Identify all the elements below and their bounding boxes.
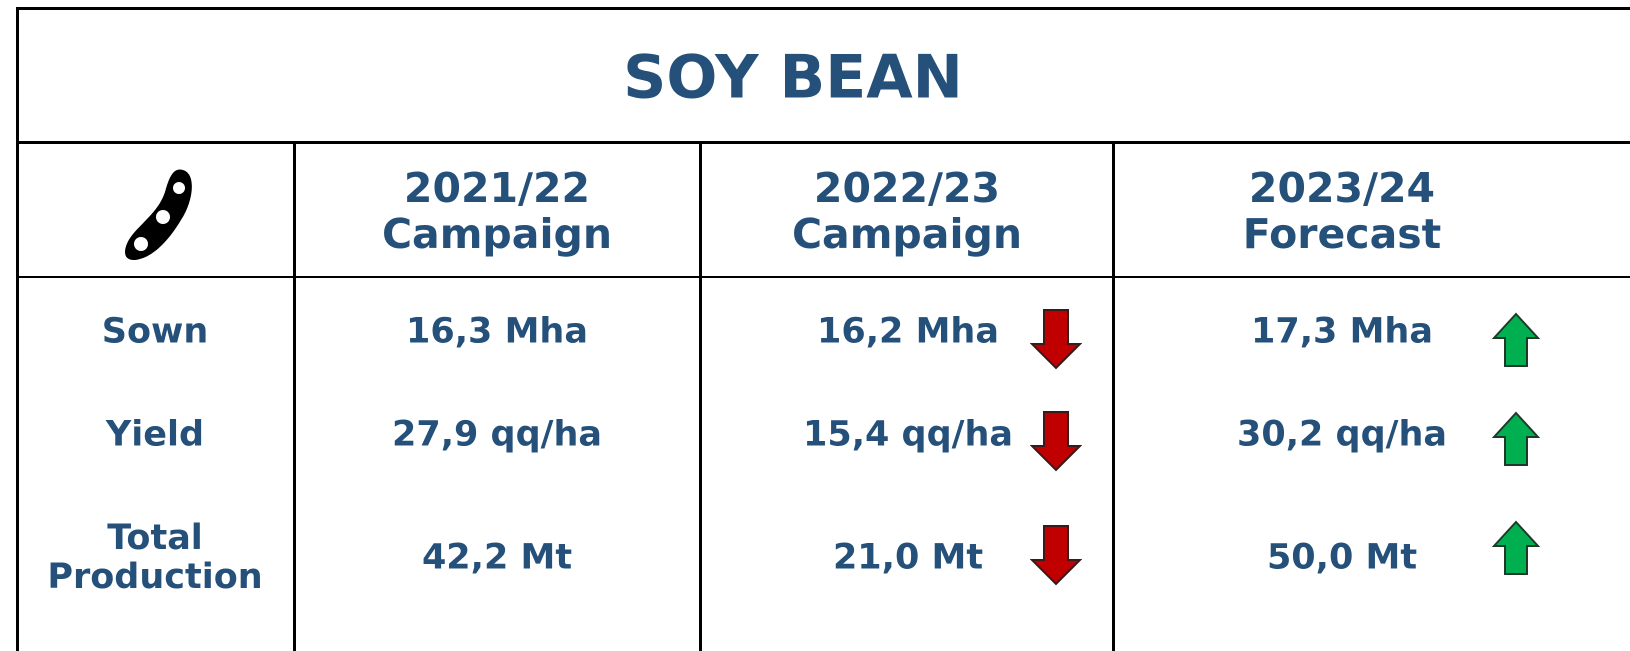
cell: 16,2 Mha — [817, 311, 999, 352]
col-header: 2021/22 Campaign — [381, 164, 613, 258]
rule — [16, 141, 1630, 144]
trend-up — [1492, 520, 1540, 575]
cell: 21,0 Mt — [832, 537, 984, 578]
text-line: Campaign — [791, 210, 1023, 258]
cell: 30,2 qq/ha — [1237, 414, 1447, 455]
title: SOY BEAN — [623, 42, 963, 113]
trend-down — [1030, 411, 1082, 472]
cell: 16,3 Mha — [406, 311, 588, 352]
row-label: Sown — [102, 312, 209, 351]
soy-icon — [125, 169, 192, 261]
text-line: Total — [107, 517, 203, 558]
cell: 15,4 qq/ha — [803, 414, 1013, 455]
trend-down — [1030, 309, 1082, 370]
border-top — [16, 7, 1630, 10]
cell: 17,3 Mha — [1251, 311, 1433, 352]
cell: 42,2 Mt — [421, 537, 573, 578]
cell: 27,9 qq/ha — [392, 414, 602, 455]
text-line: 2023/24 — [1248, 164, 1436, 213]
col-rule — [1112, 141, 1115, 651]
text-line: 2022/23 — [813, 164, 1001, 213]
trend-down — [1030, 525, 1082, 586]
col-header: 2023/24 Forecast — [1242, 164, 1442, 258]
text-line: Forecast — [1242, 210, 1442, 258]
col-rule — [293, 141, 296, 651]
trend-up — [1492, 312, 1540, 367]
trend-up — [1492, 411, 1540, 466]
text-line: Campaign — [381, 210, 613, 258]
row-label: Total Production — [47, 517, 263, 597]
text-line: Sown — [101, 311, 209, 352]
border-left — [16, 7, 19, 651]
text-line: Production — [47, 557, 263, 597]
cell: 50,0 Mt — [1266, 537, 1418, 578]
text-line: 2021/22 — [403, 164, 591, 213]
col-rule — [699, 141, 702, 651]
text-line: Yield — [105, 414, 205, 455]
rule — [16, 276, 1630, 278]
col-header: 2022/23 Campaign — [791, 164, 1023, 258]
row-label: Yield — [106, 415, 204, 454]
